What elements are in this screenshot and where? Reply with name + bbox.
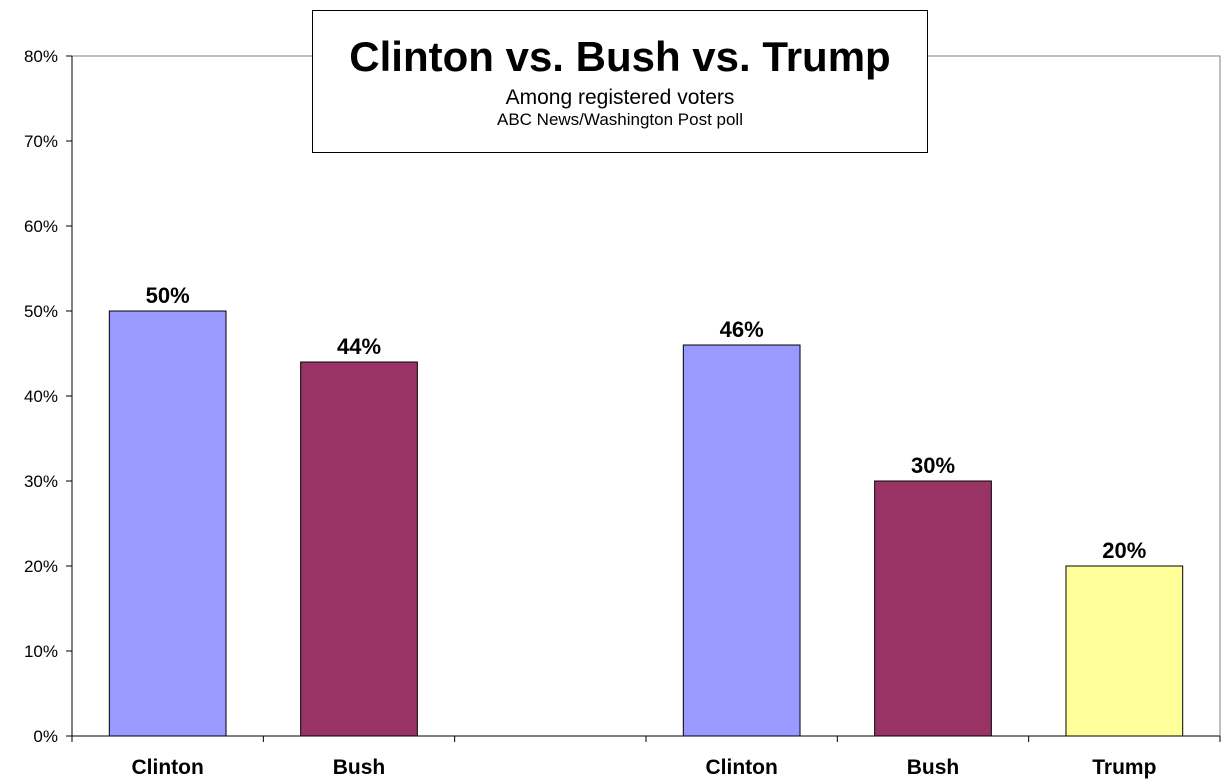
y-tick-label: 10% [24,642,58,661]
y-tick-label: 70% [24,132,58,151]
y-tick-label: 80% [24,47,58,66]
axes [66,55,1221,742]
x-category-label: Clinton [706,756,778,779]
x-category-label: Clinton [132,756,204,779]
data-label: 44% [337,334,381,359]
x-category-label: Bush [907,756,960,779]
y-tick-label: 60% [24,217,58,236]
plot-area-border [71,55,1221,737]
chart-title-box: Clinton vs. Bush vs. Trump Among registe… [312,10,928,153]
data-label: 30% [911,453,955,478]
data-label: 46% [720,317,764,342]
data-label: 50% [146,283,190,308]
bar [300,361,418,737]
bars [108,310,1184,737]
chart-subtitle: Among registered voters [505,86,735,109]
chart-title: Clinton vs. Bush vs. Trump [349,33,891,80]
bar [1065,565,1184,737]
y-tick-label: 40% [24,387,58,406]
y-tick-label: 30% [24,472,58,491]
bar [108,310,227,737]
y-tick-label: 0% [33,727,58,746]
bar [682,344,801,737]
labels: 0% 10% 20% 30% 40% 50% 60% 70% 80% Clinton 50% Bush… [24,47,1156,779]
chart-source: ABC News/Washington Post poll [497,110,743,129]
data-label: 20% [1102,538,1146,563]
y-tick-label: 50% [24,302,58,321]
bar [874,480,992,737]
y-tick-label: 20% [24,557,58,576]
x-category-label: Trump [1092,756,1156,779]
x-category-label: Bush [333,756,386,779]
